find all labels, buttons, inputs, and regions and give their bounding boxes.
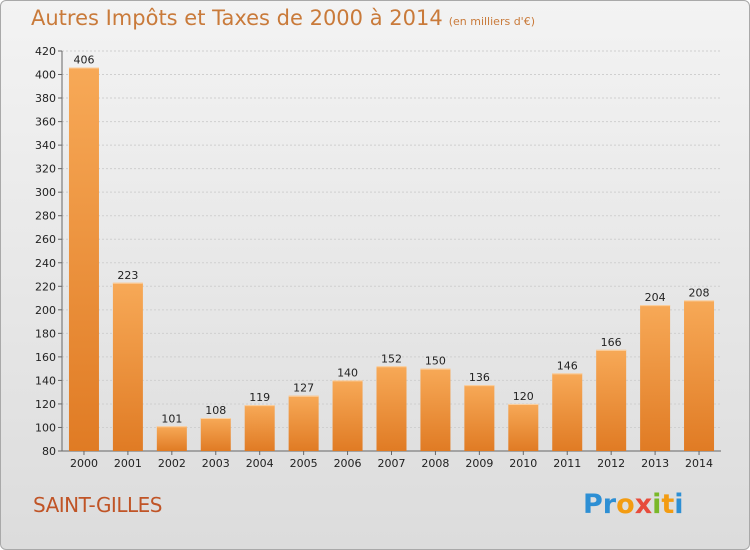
bar xyxy=(112,282,143,451)
y-tick-label: 280 xyxy=(35,210,56,223)
bar xyxy=(464,385,495,451)
x-tick-label: 2007 xyxy=(378,457,406,470)
x-tick-label: 2004 xyxy=(246,457,274,470)
y-tick-label: 160 xyxy=(35,351,56,364)
bar xyxy=(640,305,671,451)
y-tick-label: 260 xyxy=(35,233,56,246)
x-tick-label: 2012 xyxy=(597,457,625,470)
bar-value-label: 406 xyxy=(73,53,94,66)
data-labels: 406 223 101 108 119 127 140 152 150 136 120 146 166 2… xyxy=(73,53,709,425)
bar xyxy=(552,373,583,451)
chart-title: Autres Impôts et Taxes de 2000 à 2014 xyxy=(31,6,443,30)
x-tick-label: 2003 xyxy=(202,457,230,470)
y-tick-label: 100 xyxy=(35,421,56,434)
y-tick-label: 340 xyxy=(35,139,56,152)
bar-value-label: 127 xyxy=(293,382,314,395)
x-tick-label: 2013 xyxy=(641,457,669,470)
bar-value-label: 140 xyxy=(337,366,358,379)
x-tick-label: 2000 xyxy=(70,457,98,470)
y-tick-label: 240 xyxy=(35,257,56,270)
x-tick-label: 2011 xyxy=(553,457,581,470)
x-tick-label: 2001 xyxy=(114,457,142,470)
bar-value-label: 108 xyxy=(205,404,226,417)
x-tick-label: 2006 xyxy=(334,457,362,470)
y-tick-label: 360 xyxy=(35,116,56,129)
logo-letter: i xyxy=(674,489,684,520)
y-tick-label: 300 xyxy=(35,186,56,199)
logo-letter: x xyxy=(634,489,653,520)
y-tick-label: 80 xyxy=(42,445,56,458)
bar-value-label: 150 xyxy=(425,355,446,368)
logo-letter: t xyxy=(661,489,675,520)
bar xyxy=(68,67,99,452)
x-tick-label: 2005 xyxy=(290,457,318,470)
bar-value-label: 101 xyxy=(161,412,182,425)
y-tick-label: 140 xyxy=(35,374,56,387)
commune-name: SAINT-GILLES xyxy=(33,493,162,517)
bar xyxy=(376,366,407,451)
y-tick-label: 200 xyxy=(35,304,56,317)
bar-value-label: 208 xyxy=(689,286,710,299)
logo-letter: i xyxy=(652,489,662,520)
y-tick-label: 320 xyxy=(35,163,56,176)
bar xyxy=(684,300,715,451)
bar-value-label: 223 xyxy=(117,269,138,282)
bar xyxy=(508,403,539,451)
bar xyxy=(420,368,451,451)
y-tick-label: 120 xyxy=(35,398,56,411)
bar-value-label: 146 xyxy=(557,359,578,372)
y-tick-label: 420 xyxy=(35,45,56,58)
x-tick-label: 2008 xyxy=(421,457,449,470)
proxiti-logo: Proxiti xyxy=(583,489,684,520)
chart-subtitle: (en milliers d'€) xyxy=(448,15,535,28)
bar xyxy=(596,349,627,451)
y-tick-label: 180 xyxy=(35,327,56,340)
x-tick-label: 2002 xyxy=(158,457,186,470)
bars xyxy=(68,67,715,452)
bar-value-label: 152 xyxy=(381,352,402,365)
x-tick-label: 2009 xyxy=(465,457,493,470)
bar-value-label: 119 xyxy=(249,391,270,404)
bar xyxy=(200,418,231,451)
title-block: Autres Impôts et Taxes de 2000 à 2014 (en… xyxy=(31,6,535,30)
y-tick-label: 400 xyxy=(35,69,56,82)
bar-value-label: 204 xyxy=(645,291,666,304)
logo-letter: o xyxy=(616,489,635,520)
logo-letter: r xyxy=(602,489,617,520)
x-tick-label: 2014 xyxy=(685,457,713,470)
y-tick-label: 220 xyxy=(35,280,56,293)
logo-letter: P xyxy=(583,489,603,520)
bar xyxy=(288,395,319,451)
y-tick-label: 380 xyxy=(35,92,56,105)
bar xyxy=(156,426,187,451)
bar-value-label: 166 xyxy=(601,336,622,349)
bar-value-label: 120 xyxy=(513,390,534,403)
x-tick-label: 2010 xyxy=(509,457,537,470)
bar-value-label: 136 xyxy=(469,371,490,384)
bar xyxy=(244,405,275,451)
bar xyxy=(332,380,363,451)
